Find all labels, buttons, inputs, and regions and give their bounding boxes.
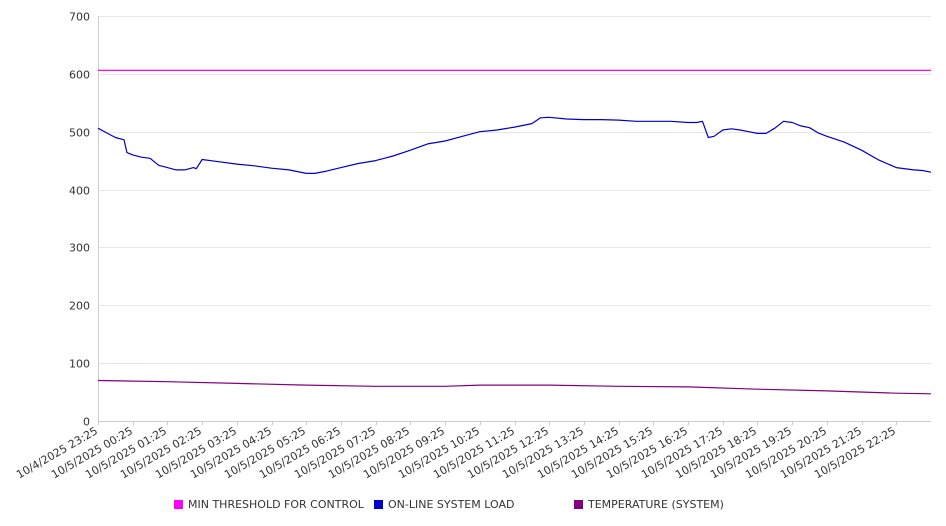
grid-lines — [98, 16, 931, 364]
legend-swatch-purple — [574, 500, 583, 509]
series-lines — [97, 69, 932, 395]
chart-legend: MIN THRESHOLD FOR CONTROL ON-LINE SYSTEM… — [0, 498, 946, 516]
legend-label: ON-LINE SYSTEM LOAD — [388, 498, 515, 511]
y-tick-label: 500 — [69, 127, 90, 140]
legend-label: MIN THRESHOLD FOR CONTROL — [188, 498, 364, 511]
y-tick-label: 700 — [69, 11, 90, 24]
legend-swatch-magenta — [174, 500, 183, 509]
legend-item-temperature[interactable]: TEMPERATURE (SYSTEM) — [574, 498, 724, 511]
legend-label: TEMPERATURE (SYSTEM) — [588, 498, 724, 511]
y-tick-label: 100 — [69, 358, 90, 371]
y-tick-label: 300 — [69, 242, 90, 255]
y-tick-label: 200 — [69, 300, 90, 313]
y-tick-label: 0 — [83, 416, 90, 429]
system-load-line — [97, 116, 932, 174]
y-tick-label: 400 — [69, 185, 90, 198]
y-axis-ticks: 0 100 200 300 400 500 600 700 — [69, 11, 90, 429]
legend-item-min-threshold[interactable]: MIN THRESHOLD FOR CONTROL — [174, 498, 364, 511]
legend-item-system-load[interactable]: ON-LINE SYSTEM LOAD — [374, 498, 514, 511]
temperature-line — [97, 379, 932, 395]
legend-swatch-blue — [374, 500, 383, 509]
axes — [98, 16, 931, 422]
y-tick-label: 600 — [69, 69, 90, 82]
